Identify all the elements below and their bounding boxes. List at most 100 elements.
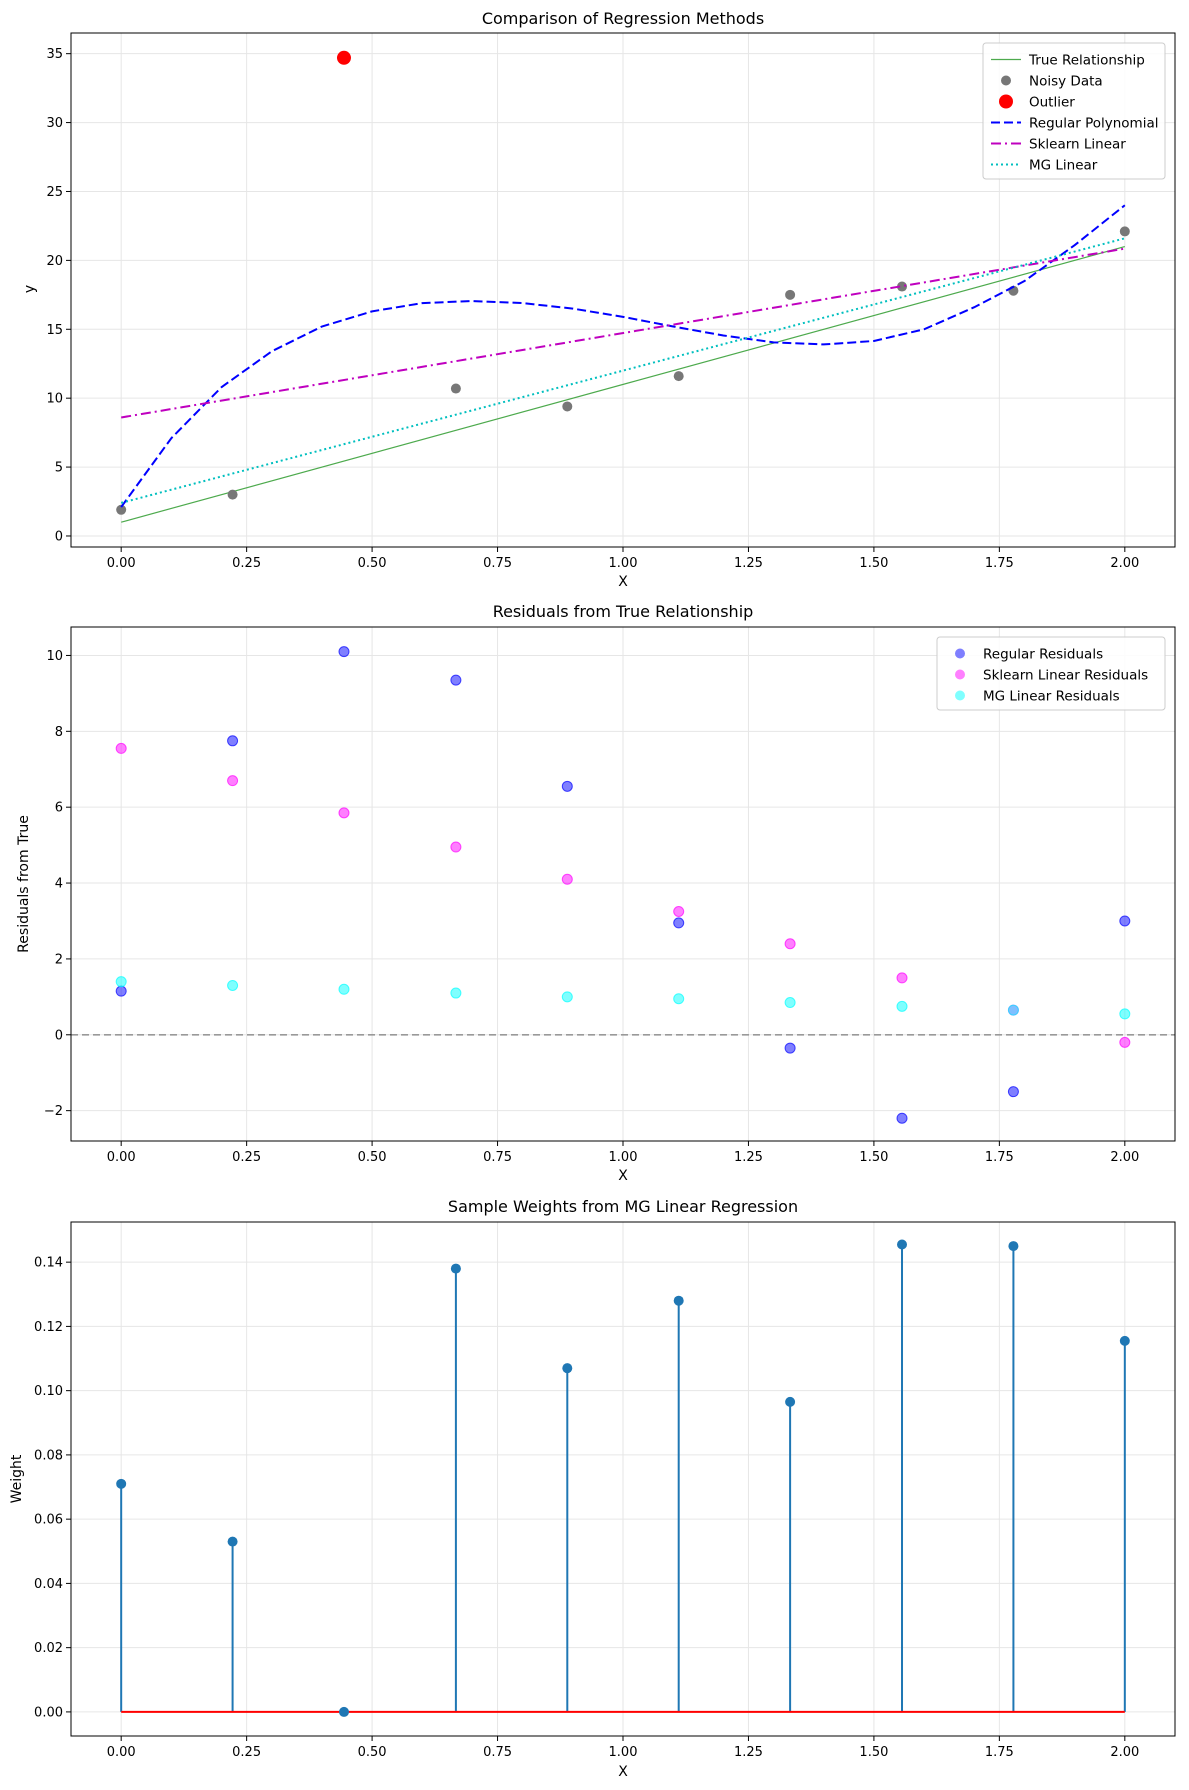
legend-label: True Relationship [1028, 53, 1145, 69]
y-tick-label: 0.14 [34, 1256, 63, 1271]
x-tick-label: 0.50 [358, 1150, 387, 1165]
data-point [784, 1042, 796, 1054]
y-axis-label: Weight [9, 1454, 25, 1503]
data-point [227, 979, 239, 991]
data-point [1119, 226, 1130, 237]
y-tick-label: 0.08 [34, 1448, 63, 1463]
x-tick-label: 0.00 [107, 1745, 136, 1760]
data-point [673, 371, 684, 382]
data-point [338, 807, 350, 819]
data-point [673, 906, 685, 918]
data-point [562, 401, 573, 412]
y-tick-label: 10 [46, 649, 63, 664]
stem-marker [338, 1706, 349, 1717]
x-tick-label: 0.50 [358, 1745, 387, 1760]
y-axis-label: y [22, 285, 38, 293]
data-point [561, 780, 573, 792]
legend-label: MG Linear Residuals [983, 689, 1120, 705]
data-point [115, 976, 127, 988]
data-point [450, 841, 462, 853]
sample-weights-chart: Sample Weights from MG Linear Regression… [9, 1197, 1176, 1780]
residuals-chart: Residuals from True Relationship X Resid… [16, 602, 1176, 1184]
y-tick-label: 4 [55, 877, 63, 892]
data-point [673, 993, 685, 1005]
x-tick-label: 2.00 [1110, 1150, 1139, 1165]
x-tick-label: 1.25 [734, 1150, 763, 1165]
stem-marker [562, 1363, 573, 1374]
x-tick-label: 1.50 [859, 1150, 888, 1165]
series-line [121, 246, 1125, 523]
y-tick-label: 0.00 [34, 1705, 63, 1720]
x-tick-label: 2.00 [1110, 556, 1139, 571]
legend-marker-swatch [1001, 75, 1011, 86]
data-point [561, 991, 573, 1003]
y-tick-label: 8 [55, 725, 63, 740]
data-point [116, 504, 127, 515]
x-tick-label: 0.75 [483, 1150, 512, 1165]
x-tick-label: 1.00 [609, 556, 638, 571]
x-tick-label: 0.00 [107, 556, 136, 571]
y-tick-label: 0 [55, 529, 63, 544]
x-tick-label: 1.25 [734, 556, 763, 571]
y-tick-label: 20 [46, 254, 63, 269]
data-point [338, 646, 350, 658]
x-axis-label: X [618, 1764, 628, 1780]
stem-marker [897, 1239, 908, 1250]
stem-marker [227, 1536, 238, 1547]
x-tick-label: 1.75 [985, 556, 1014, 571]
legend-box [936, 636, 1166, 711]
x-axis-label: X [618, 1168, 628, 1184]
x-tick-label: 0.00 [107, 1150, 136, 1165]
y-tick-label: 0.04 [34, 1577, 63, 1592]
data-point [897, 281, 908, 292]
data-point [1119, 1008, 1131, 1020]
y-tick-label: 2 [55, 952, 63, 967]
data-point [450, 987, 462, 999]
legend-marker-swatch [955, 690, 965, 701]
data-point [896, 1000, 908, 1012]
chart-title: Sample Weights from MG Linear Regression [448, 1197, 798, 1216]
x-tick-label: 1.00 [609, 1150, 638, 1165]
legend-label: Regular Residuals [983, 647, 1103, 663]
y-tick-label: 6 [55, 801, 63, 816]
y-tick-label: 35 [46, 47, 63, 62]
legend-box [982, 42, 1166, 180]
legend-marker-swatch [999, 94, 1013, 109]
data-point [450, 383, 461, 394]
data-point [561, 873, 573, 885]
y-tick-label: 25 [46, 185, 63, 200]
data-point [896, 1112, 908, 1124]
legend-label: Outlier [1029, 95, 1075, 111]
x-tick-label: 2.00 [1110, 1745, 1139, 1760]
x-tick-label: 1.25 [734, 1745, 763, 1760]
data-point [1119, 915, 1131, 927]
data-point [1007, 1004, 1019, 1016]
legend-label: Regular Polynomial [1029, 116, 1158, 132]
y-tick-label: 0 [55, 1028, 63, 1043]
data-point [115, 985, 127, 997]
data-point [1119, 1036, 1131, 1048]
x-axis-label: X [618, 574, 628, 590]
data-point [227, 735, 239, 747]
data-point [336, 50, 351, 65]
data-point [784, 938, 796, 950]
data-point [1007, 1086, 1019, 1098]
x-tick-label: 0.25 [232, 556, 261, 571]
data-point [227, 775, 239, 787]
legend: Regular Residuals Sklearn Linear Residual… [936, 636, 1166, 711]
series-line [121, 247, 1125, 419]
data-point [338, 983, 350, 995]
series-line [120, 204, 1126, 508]
legend-marker-swatch [955, 648, 965, 659]
y-tick-label: 0.10 [34, 1384, 63, 1399]
axes-frame [70, 1221, 1176, 1737]
axes-frame [70, 32, 1176, 548]
data-point [450, 674, 462, 686]
x-tick-label: 0.75 [483, 556, 512, 571]
y-tick-label: 30 [46, 116, 63, 131]
legend-label: Sklearn Linear [1029, 137, 1126, 153]
x-tick-label: 0.75 [483, 1745, 512, 1760]
legend-label: Sklearn Linear Residuals [983, 668, 1148, 684]
y-tick-label: 5 [55, 461, 63, 476]
